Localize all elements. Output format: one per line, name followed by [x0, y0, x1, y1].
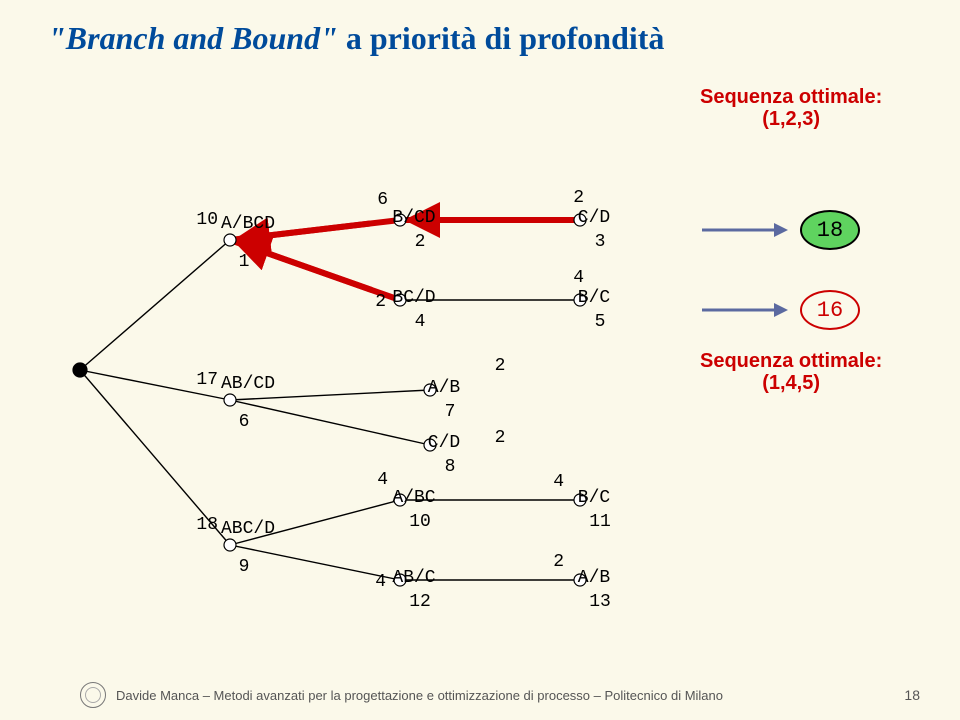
- tree-node: C/D 3 2: [573, 188, 610, 252]
- svg-text:BC/D: BC/D: [392, 288, 435, 308]
- svg-text:ABC/D: ABC/D: [221, 519, 275, 539]
- result-value: 16: [800, 290, 860, 330]
- svg-text:A/B: A/B: [578, 568, 611, 588]
- svg-text:11: 11: [589, 512, 611, 532]
- svg-text:12: 12: [409, 592, 431, 612]
- tree-node: AB/CD 6 17: [196, 370, 275, 432]
- svg-text:4: 4: [377, 470, 388, 490]
- tree-node: BC/D 4 2: [375, 288, 435, 332]
- svg-text:8: 8: [445, 457, 456, 477]
- svg-text:6: 6: [239, 412, 250, 432]
- tree-node: AB/C 12 4: [375, 568, 436, 612]
- svg-text:2: 2: [415, 232, 426, 252]
- svg-text:17: 17: [196, 370, 218, 390]
- svg-text:10: 10: [196, 210, 218, 230]
- svg-text:1: 1: [239, 252, 250, 272]
- svg-text:6: 6: [377, 190, 388, 210]
- result-row: 16: [700, 290, 860, 330]
- svg-text:3: 3: [595, 232, 606, 252]
- svg-text:2: 2: [375, 292, 386, 312]
- svg-text:C/D: C/D: [428, 433, 460, 453]
- svg-text:10: 10: [409, 512, 431, 532]
- svg-text:2: 2: [553, 552, 564, 572]
- svg-text:C/D: C/D: [578, 208, 610, 228]
- svg-text:4: 4: [375, 572, 386, 592]
- svg-text:B/C: B/C: [578, 288, 611, 308]
- logo-icon: [80, 682, 106, 708]
- svg-text:2: 2: [495, 356, 506, 376]
- svg-text:13: 13: [589, 592, 611, 612]
- tree-node: A/BC 10 4: [377, 470, 436, 532]
- arrow-right-icon: [700, 300, 790, 320]
- svg-text:A/BCD: A/BCD: [221, 214, 275, 234]
- svg-text:18: 18: [196, 515, 218, 535]
- slide: "Branch and Bound" a priorità di profond…: [0, 0, 960, 720]
- result-value: 18: [800, 210, 860, 250]
- svg-text:9: 9: [239, 557, 250, 577]
- svg-text:4: 4: [573, 268, 584, 288]
- tree-node: B/C 5 4: [573, 268, 610, 332]
- svg-text:AB/C: AB/C: [392, 568, 435, 588]
- svg-text:B/CD: B/CD: [392, 208, 435, 228]
- svg-text:4: 4: [415, 312, 426, 332]
- svg-text:2: 2: [495, 428, 506, 448]
- svg-text:A/BC: A/BC: [392, 488, 435, 508]
- page-number: 18: [904, 687, 920, 703]
- svg-text:7: 7: [445, 402, 456, 422]
- svg-text:AB/CD: AB/CD: [221, 374, 275, 394]
- svg-text:B/C: B/C: [578, 488, 611, 508]
- svg-text:2: 2: [573, 188, 584, 208]
- footer: Davide Manca – Metodi avanzati per la pr…: [80, 682, 920, 708]
- arrow-right-icon: [700, 220, 790, 240]
- tree-node: A/B 7: [424, 378, 460, 422]
- tree-diagram: A/BCD 1 10 B/CD 2 6 C/D 3 2 BC/D 4 2 B/C 5 4 AB/CD 6 17 A/…: [0, 0, 960, 720]
- result-row: 18: [700, 210, 860, 250]
- svg-text:5: 5: [595, 312, 606, 332]
- svg-text:4: 4: [553, 472, 564, 492]
- tree-node: A/B 13 2: [553, 552, 611, 612]
- tree-node: C/D 8: [424, 433, 460, 477]
- tree-node: ABC/D 9 18: [196, 515, 275, 577]
- tree-node: A/BCD 1 10: [196, 210, 275, 272]
- tree-node: B/C 11 4: [553, 472, 611, 532]
- svg-text:A/B: A/B: [428, 378, 461, 398]
- footer-text: Davide Manca – Metodi avanzati per la pr…: [116, 688, 723, 703]
